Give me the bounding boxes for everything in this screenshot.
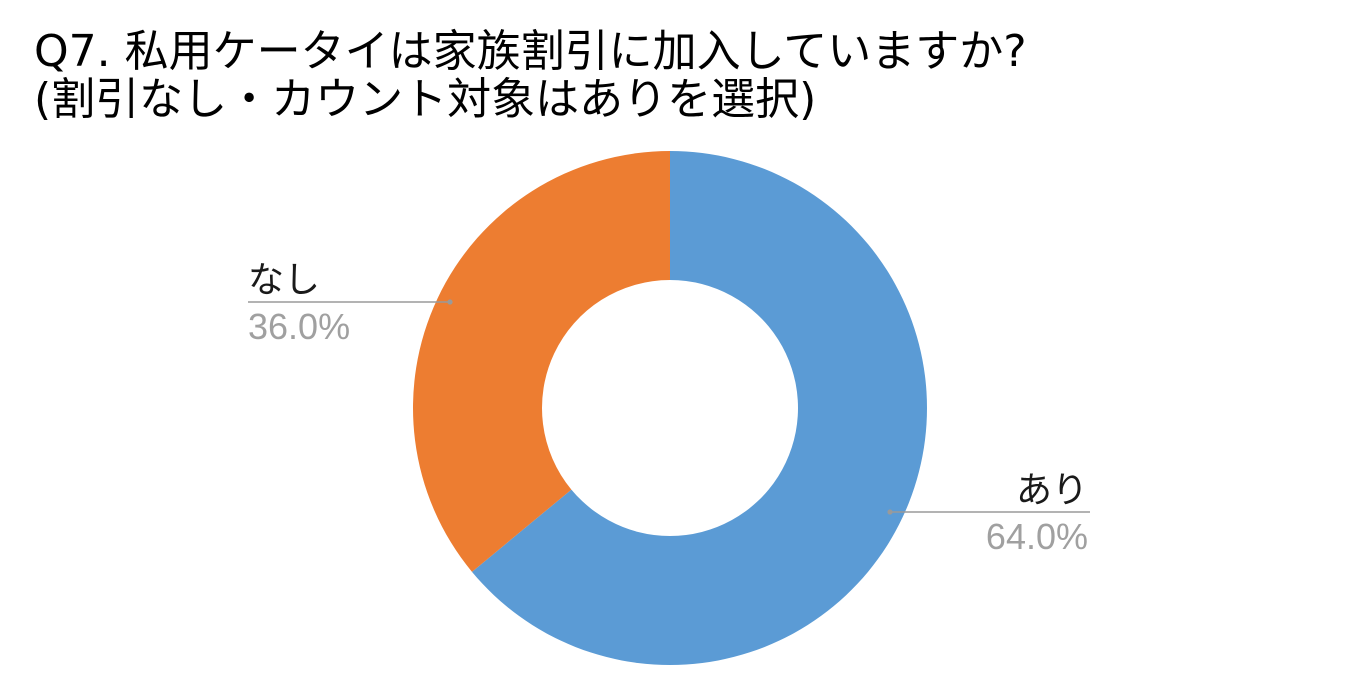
slice-value-label-1: 36.0% xyxy=(248,306,350,347)
slice-value-label-0: 64.0% xyxy=(986,516,1088,557)
chart-title: Q7. 私用ケータイは家族割引に加入していますか? (割引なし・カウント対象はあ… xyxy=(34,28,1324,124)
slice-label-1: なし xyxy=(248,260,320,301)
donut-slice-1 xyxy=(413,151,670,572)
chart-title-line-2: (割引なし・カウント対象はありを選択) xyxy=(34,74,817,125)
donut-slices xyxy=(413,151,927,665)
slice-label-0: あり xyxy=(1016,470,1088,511)
chart-title-line-1: Q7. 私用ケータイは家族割引に加入していますか? xyxy=(34,26,1027,77)
donut-callouts: あり 64.0% なし 36.0% xyxy=(248,260,1090,557)
donut-slice-0 xyxy=(471,151,927,665)
